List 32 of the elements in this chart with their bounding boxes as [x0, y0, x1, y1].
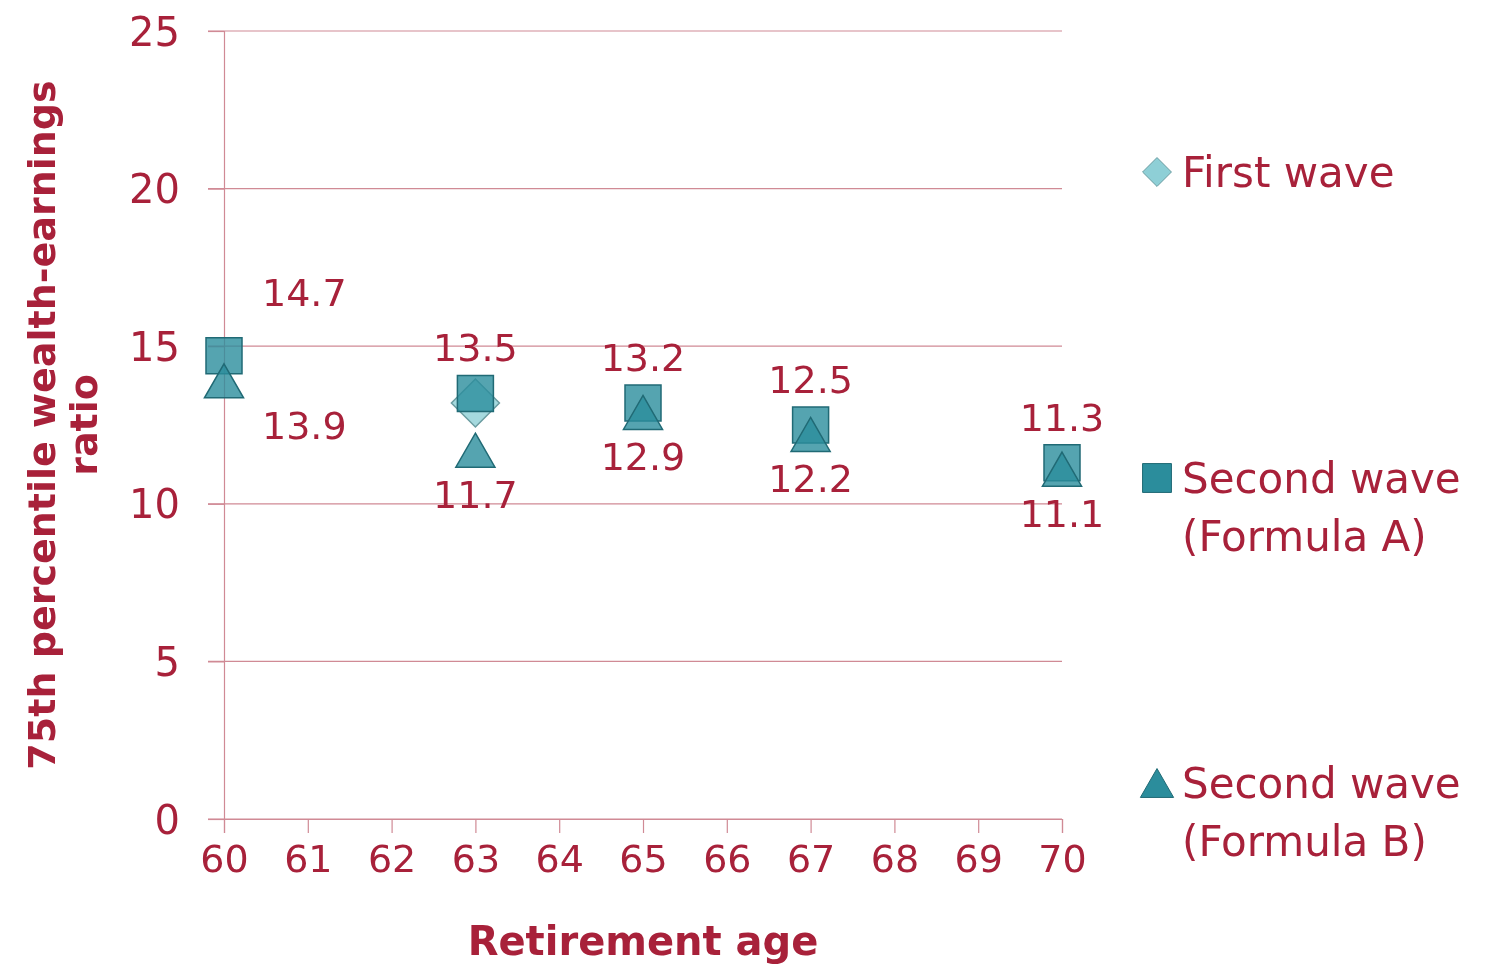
data-label: 12.2: [768, 457, 853, 502]
data-label: 13.5: [433, 326, 518, 371]
y-tick-label: 20: [129, 166, 180, 213]
y-tick-label: 10: [129, 481, 180, 528]
x-tick-label: 61: [284, 836, 333, 881]
data-label: 13.2: [600, 335, 686, 380]
legend-label: Second wave (Formula A): [1182, 453, 1461, 561]
x-tick-label: 70: [1038, 836, 1087, 881]
data-label: 12.5: [768, 358, 853, 402]
data-label: 13.9: [262, 403, 347, 448]
data-label: 12.9: [600, 435, 686, 480]
x-tick-label: 60: [200, 836, 249, 881]
x-tick-label: 65: [619, 836, 668, 881]
y-tick-label: 15: [129, 323, 180, 370]
x-tick-label: 67: [786, 836, 836, 881]
y-tick-label: 0: [154, 796, 180, 843]
legend-label: Second wave (Formula B): [1182, 758, 1461, 866]
x-tick-label: 64: [535, 836, 584, 881]
x-tick-label: 69: [954, 836, 1003, 881]
y-axis-title: 75th percentile wealth-earnings ratio: [20, 80, 106, 770]
x-tick-label: 68: [870, 836, 920, 881]
data-label: 11.1: [1019, 492, 1105, 537]
x-tick-label: 63: [451, 836, 501, 881]
x-tick-label: 66: [703, 836, 752, 881]
y-tick-label: 25: [129, 8, 180, 55]
data-label: 11.7: [433, 473, 518, 518]
x-tick-label: 62: [367, 836, 417, 881]
y-tick-label: 5: [154, 638, 180, 685]
legend-label: First wave: [1182, 147, 1395, 197]
data-label: 11.3: [1019, 395, 1105, 440]
data-label: 14.7: [262, 270, 347, 315]
x-axis-title: Retirement age: [467, 918, 819, 964]
